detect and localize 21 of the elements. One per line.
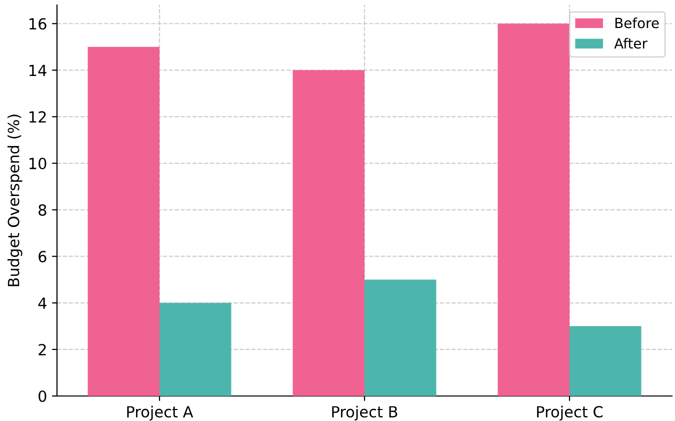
y-tick-label: 16 xyxy=(30,18,46,30)
legend-label: After xyxy=(614,38,648,49)
y-tick-label: 0 xyxy=(38,390,46,402)
y-tick-label: 4 xyxy=(38,298,46,309)
y-tick-label: 12 xyxy=(30,111,46,123)
y-tick-label: 14 xyxy=(30,64,46,76)
legend-label: Before xyxy=(615,18,659,28)
y-tick-label: 2 xyxy=(38,344,46,356)
x-tick-label: Project C xyxy=(537,406,603,421)
x-tick-label: Project B xyxy=(332,406,398,421)
bar xyxy=(88,46,160,396)
y-tick-label: 8 xyxy=(38,204,46,216)
y-tick-label: 6 xyxy=(38,250,46,262)
y-axis-title: Budget Overspend (%) xyxy=(7,114,22,286)
x-tick-label: Project A xyxy=(127,406,194,421)
bar xyxy=(292,70,364,396)
bar xyxy=(570,326,642,396)
bar xyxy=(160,302,232,396)
y-tick-label: 10 xyxy=(30,158,46,170)
bar xyxy=(498,24,570,396)
bar xyxy=(364,280,436,396)
